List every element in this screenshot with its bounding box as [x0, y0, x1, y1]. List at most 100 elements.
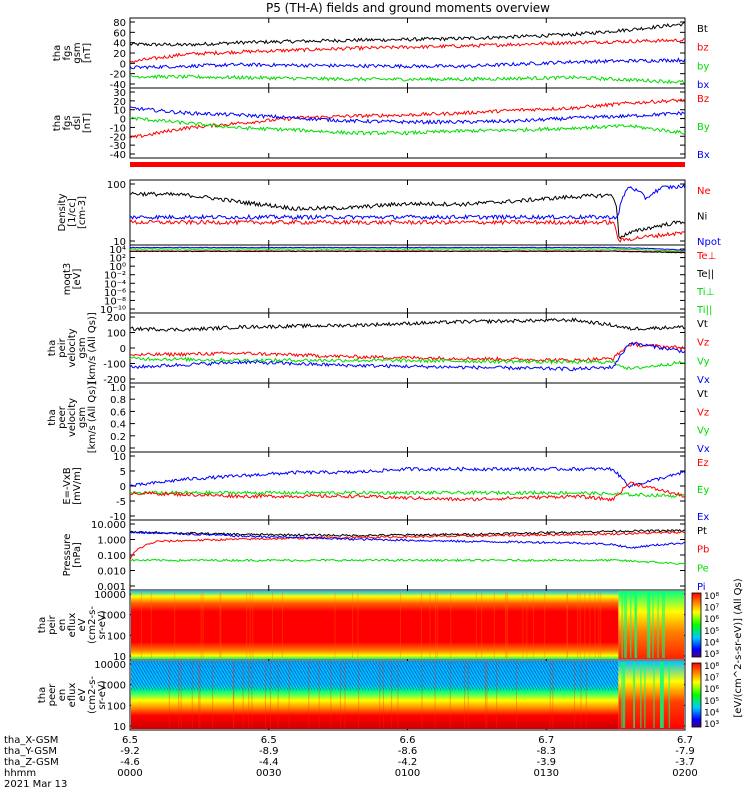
ylabel-line: eV [77, 688, 88, 701]
colorbar-tick-label: 10⁴ [704, 708, 719, 718]
panel-8: Pressure [nPa] 10.000 1.000 0.100 0.010 0.001 P… [62, 519, 709, 593]
series-line [130, 22, 685, 47]
ylabel-line: eflux [67, 683, 78, 708]
panel-frame [129, 87, 686, 159]
legend-entry: Vt [697, 389, 708, 400]
spectrogram-noise [131, 661, 619, 691]
y-tick-label: 10⁻⁸ [104, 296, 126, 307]
panel-9: tha peir en eflux eV (cm2-s-sr-eV) 10000 1000 10… [37, 589, 719, 663]
y-tick-label: 1.000 [97, 536, 126, 547]
ephemeris-value: 6.7 [538, 735, 554, 746]
ylabel-line: moqt3 [62, 263, 73, 296]
panel-10: tha peer en eflux eV (cm2-s-sr-eV) 10000 1000 10… [37, 659, 719, 733]
colorbar [691, 592, 702, 658]
ephemeris-value: 0030 [256, 768, 281, 779]
series-line [130, 341, 685, 372]
ephemeris-value: 0130 [534, 768, 559, 779]
ylabel-line: gsm [77, 407, 88, 428]
legend-entry: Te⊥ [696, 251, 716, 262]
series-line [130, 246, 685, 251]
panel-6: tha peer velocity gsm [km/s (All Qs)] 1.00.80… [47, 382, 710, 455]
y-tick-label: -20 [110, 70, 126, 81]
ylabel-line: tha [47, 340, 58, 356]
y-tick-label: 10 [113, 452, 126, 463]
ephemeris-value: 0100 [395, 768, 420, 779]
y-tick-label: 0.010 [97, 567, 126, 578]
y-tick-label: 20 [113, 49, 126, 60]
series-line [130, 74, 685, 85]
ephemeris-value: 0000 [117, 768, 142, 779]
ylabel-line: peer [47, 683, 58, 707]
series-line [130, 105, 685, 125]
ephemeris-value: 6.7 [677, 735, 693, 746]
colorbar-tick-label: 10⁶ [704, 615, 719, 625]
spectrogram-field [131, 591, 619, 659]
y-tick-label: 10000 [94, 660, 126, 671]
y-tick-label: 10 [113, 652, 126, 663]
y-tick-label: 10000 [94, 590, 126, 601]
y-tick-label: 0.0 [110, 444, 126, 455]
y-tick-label: 100 [107, 180, 126, 191]
y-tick-label: -100 [103, 360, 126, 371]
y-tick-label: -10 [110, 512, 126, 523]
legend-entry: Ne [697, 186, 711, 197]
ylabel-line: fgs [62, 115, 73, 130]
y-tick-label: 200 [107, 313, 126, 324]
ephemeris-value: 6.5 [122, 735, 138, 746]
panel-frame [129, 451, 686, 521]
y-tick-label: 10 [113, 237, 126, 248]
y-tick-label: 10⁻⁶ [104, 288, 126, 299]
legend-entry: Bx [697, 150, 710, 161]
colorbar [691, 662, 702, 728]
y-tick-label: 10² [109, 254, 126, 265]
y-tick-label: -5 [116, 497, 126, 508]
ylabel-line: fgs [62, 45, 73, 60]
legend-entry: Te|| [696, 269, 714, 280]
series-line [130, 98, 685, 139]
fit-quality-bar [130, 162, 685, 167]
y-tick-label: 0 [120, 115, 126, 126]
y-tick-label: 0.100 [97, 551, 126, 562]
spectrogram-field-late [618, 591, 684, 659]
panel-frame [129, 244, 686, 314]
y-tick-label: 80 [113, 18, 126, 29]
series-line [130, 317, 685, 332]
ephemeris-label: tha_Y-GSM [4, 746, 57, 757]
series-line [130, 116, 685, 136]
ephemeris-value: 6.6 [400, 735, 416, 746]
series-line [130, 219, 685, 243]
y-tick-label: 1.0 [110, 383, 126, 394]
ylabel-line: Pressure [62, 534, 73, 577]
ylabel-line: [nT] [82, 43, 93, 63]
ylabel-line: [eV] [72, 269, 83, 290]
series-line [130, 530, 685, 550]
ephemeris-label: tha_X-GSM [4, 735, 58, 746]
legend-entry: bx [697, 80, 709, 91]
y-tick-label: 0.6 [110, 407, 126, 418]
legend-entry: Bt [697, 24, 708, 35]
ylabel-line: (cm2-s- [87, 606, 98, 644]
ylabel-line: peer [57, 405, 68, 429]
ephemeris-label: 2021 Mar 13 [4, 779, 67, 790]
ylabel-line: gsm [77, 337, 88, 358]
ylabel-line: tha [37, 617, 48, 633]
ylabel-line: tha [52, 45, 63, 61]
series-line [130, 248, 685, 253]
ylabel-line: tha [47, 409, 58, 425]
series-line [130, 38, 685, 64]
series-line [130, 466, 685, 489]
ylabel-line: [mV/m] [72, 467, 83, 505]
ephemeris-value: 0200 [672, 768, 697, 779]
ylabel-line: E=-VxB [62, 467, 73, 504]
ephemeris-value: -9.2 [120, 746, 140, 757]
series-line [130, 481, 685, 502]
y-tick-label: -40 [110, 150, 126, 161]
y-tick-label: 0.001 [97, 582, 126, 593]
ylabel-line: [nT] [82, 113, 93, 133]
ephemeris-value: 6.5 [261, 735, 277, 746]
